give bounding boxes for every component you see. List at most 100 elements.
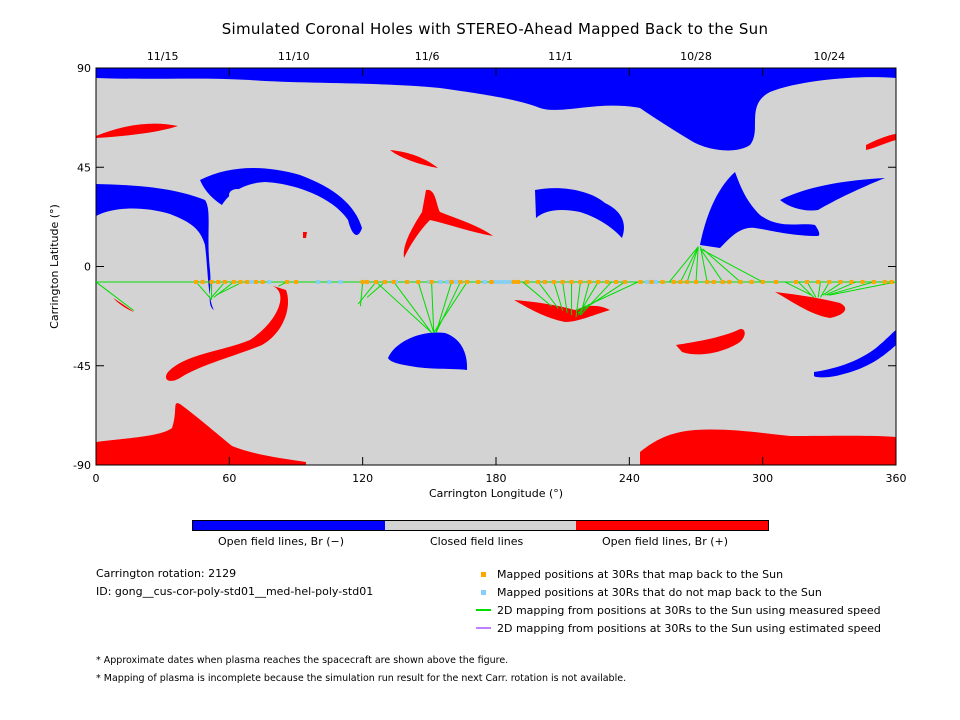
date-tick-label: 11/15 bbox=[147, 50, 179, 63]
mapped-position bbox=[705, 279, 710, 284]
open-positive-region bbox=[514, 300, 610, 322]
mapped-position bbox=[596, 279, 601, 284]
mapping-link bbox=[575, 281, 639, 312]
mapped-marker-icon bbox=[481, 571, 486, 577]
chart-title: Simulated Coronal Holes with STEREO-Ahea… bbox=[221, 20, 769, 38]
closed-field-background bbox=[96, 68, 896, 465]
mapped-position bbox=[416, 279, 421, 284]
y-tick-label: 90 bbox=[77, 62, 91, 75]
mapping-link bbox=[575, 281, 581, 318]
footnote: * Mapping of plasma is incomplete becaus… bbox=[96, 673, 627, 684]
mapping-link bbox=[784, 281, 812, 296]
unmapped-position bbox=[327, 279, 332, 284]
open-negative-region bbox=[780, 178, 885, 211]
mapped-position bbox=[816, 279, 821, 284]
mapped-position bbox=[871, 279, 876, 284]
x-tick-label: 360 bbox=[886, 472, 907, 485]
x-tick-label: 180 bbox=[486, 472, 507, 485]
unmapped-position bbox=[316, 279, 321, 284]
legend-item: Mapped positions at 30Rs that map back t… bbox=[476, 565, 946, 583]
mapped-position bbox=[638, 279, 643, 284]
mapped-position bbox=[216, 279, 221, 284]
mapped-position bbox=[245, 279, 250, 284]
legend-item: 2D mapping from positions at 30Rs to the… bbox=[476, 601, 946, 619]
mapped-position bbox=[511, 279, 516, 284]
mapped-position bbox=[374, 279, 378, 284]
unmapped-position bbox=[654, 279, 658, 284]
open-positive-region bbox=[96, 123, 178, 138]
mapping-link bbox=[433, 281, 468, 333]
open-negative-region bbox=[535, 188, 625, 238]
date-tick-label: 11/6 bbox=[415, 50, 440, 63]
mapping-link bbox=[679, 246, 699, 283]
legend-label: 2D mapping from positions at 30Rs to the… bbox=[497, 603, 881, 617]
mapped-position bbox=[889, 279, 894, 284]
colorbar-segment-positive bbox=[576, 521, 769, 530]
mapping-link bbox=[824, 281, 857, 296]
mapping-link bbox=[366, 281, 386, 298]
mapping-link bbox=[700, 248, 763, 283]
colorbar-label-positive: Open field lines, Br (+) bbox=[602, 535, 729, 548]
mapped-position bbox=[551, 279, 556, 284]
mapping-link bbox=[695, 246, 699, 282]
mapping-link bbox=[537, 281, 559, 309]
mapped-position bbox=[294, 279, 298, 284]
open-negative-region bbox=[388, 332, 468, 370]
mapping-link bbox=[393, 281, 432, 333]
mapped-position bbox=[660, 279, 665, 284]
mapped-position bbox=[838, 279, 843, 284]
y-tick-label: 0 bbox=[84, 261, 91, 274]
unmapped-position bbox=[438, 279, 443, 284]
mapping-link bbox=[553, 281, 564, 311]
mapping-link bbox=[797, 281, 815, 298]
mapped-position bbox=[794, 279, 798, 284]
unmapped-position bbox=[645, 279, 650, 284]
mapping-link bbox=[522, 281, 552, 307]
x-tick-label: 60 bbox=[222, 472, 236, 485]
unmapped-position bbox=[249, 279, 254, 284]
colorbar-segment-negative bbox=[193, 521, 385, 530]
y-tick-label: 45 bbox=[77, 161, 91, 174]
mapping-link bbox=[562, 281, 568, 313]
mapping-layer bbox=[96, 246, 896, 334]
mapping-link bbox=[96, 281, 135, 312]
unmapped-position bbox=[427, 279, 432, 284]
mapping-link bbox=[826, 281, 874, 296]
mapped-position bbox=[209, 279, 214, 284]
south-polar-hole bbox=[96, 403, 306, 465]
mapped-position bbox=[587, 279, 592, 284]
coronal-hole-map: 0 60 120 180 240 300 360 -90 -45 0 45 90 11/15 11/10 1… bbox=[48, 50, 907, 500]
open-negative-region bbox=[96, 184, 214, 310]
mapped-position bbox=[774, 279, 778, 284]
mapped-position bbox=[222, 279, 227, 284]
mapped-position bbox=[849, 279, 854, 284]
open-positive-region bbox=[866, 134, 896, 150]
colorbar bbox=[192, 520, 769, 531]
unmapped-position bbox=[394, 279, 398, 284]
footnotes: * Approximate dates when plasma reaches … bbox=[96, 655, 626, 691]
unmapped-position bbox=[502, 279, 507, 284]
mapping-link bbox=[829, 281, 896, 296]
mapped-position bbox=[285, 279, 290, 284]
open-negative-region bbox=[814, 330, 896, 378]
colorbar-label-negative: Open field lines, Br (−) bbox=[218, 535, 345, 548]
unmapped-position bbox=[338, 279, 343, 284]
unmapped-position bbox=[267, 279, 272, 284]
open-positive-region bbox=[676, 329, 745, 355]
mapped-position bbox=[827, 279, 832, 284]
legend-item: Mapped positions at 30Rs that do not map… bbox=[476, 583, 946, 601]
legend-label: Mapped positions at 30Rs that do not map… bbox=[497, 585, 822, 599]
date-tick-label: 11/1 bbox=[548, 50, 573, 63]
mapped-position bbox=[678, 279, 683, 284]
mapped-position bbox=[569, 279, 574, 284]
date-tick-label: 11/10 bbox=[278, 50, 310, 63]
mapping-link bbox=[700, 248, 724, 283]
mapping-link bbox=[822, 281, 843, 296]
mapping-link bbox=[686, 246, 699, 283]
open-positive-region bbox=[303, 232, 307, 238]
open-positive-region bbox=[113, 298, 134, 312]
mapped-position bbox=[578, 279, 583, 284]
mapping-link bbox=[817, 281, 821, 298]
mapped-position bbox=[720, 279, 725, 284]
x-tick-label: 240 bbox=[619, 472, 640, 485]
